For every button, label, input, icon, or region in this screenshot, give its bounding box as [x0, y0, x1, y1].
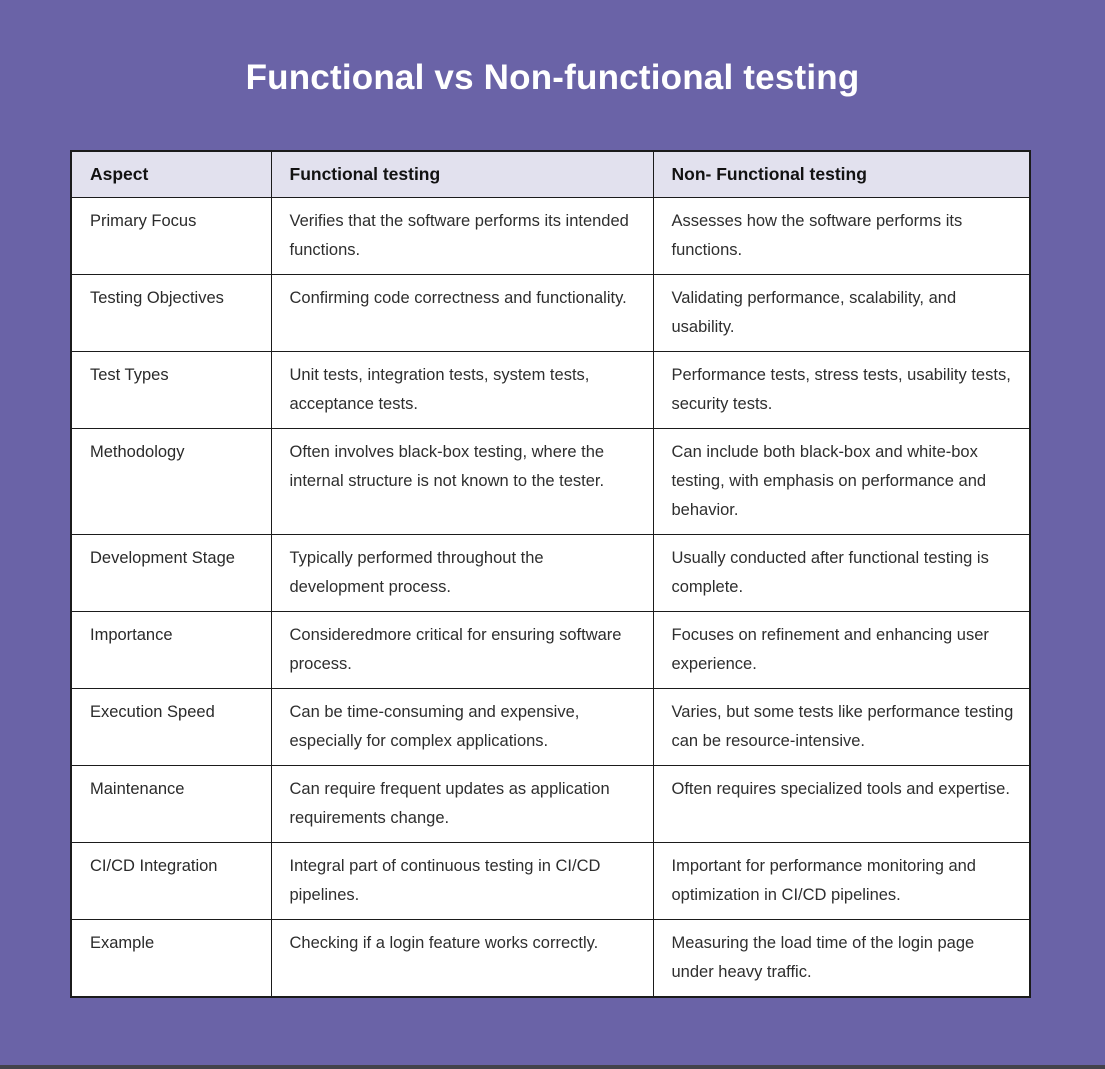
table-row: Importance Consideredmore critical for e…	[70, 611, 1031, 689]
functional-testing-cell: Integral part of continuous testing in C…	[270, 842, 654, 920]
table-row: Primary Focus Verifies that the software…	[70, 197, 1031, 275]
aspect-cell: Example	[70, 919, 272, 998]
aspect-cell: Execution Speed	[70, 688, 272, 766]
functional-testing-cell: Verifies that the software performs its …	[270, 197, 654, 275]
functional-testing-cell: Consideredmore critical for ensuring sof…	[270, 611, 654, 689]
table-row: Execution Speed Can be time-consuming an…	[70, 688, 1031, 766]
column-header-functional-testing: Functional testing	[270, 150, 654, 198]
aspect-cell: Methodology	[70, 428, 272, 535]
column-header-aspect: Aspect	[70, 150, 272, 198]
functional-testing-cell: Checking if a login feature works correc…	[270, 919, 654, 998]
non-functional-testing-cell: Important for performance monitoring and…	[652, 842, 1031, 920]
table-row: Maintenance Can require frequent updates…	[70, 765, 1031, 843]
non-functional-testing-cell: Usually conducted after functional testi…	[652, 534, 1031, 612]
aspect-cell: Development Stage	[70, 534, 272, 612]
aspect-cell: CI/CD Integration	[70, 842, 272, 920]
non-functional-testing-cell: Assesses how the software performs its f…	[652, 197, 1031, 275]
table-row: Example Checking if a login feature work…	[70, 919, 1031, 998]
functional-testing-cell: Can require frequent updates as applicat…	[270, 765, 654, 843]
non-functional-testing-cell: Varies, but some tests like performance …	[652, 688, 1031, 766]
aspect-cell: Testing Objectives	[70, 274, 272, 352]
comparison-table: Aspect Functional testing Non- Functiona…	[70, 150, 1031, 998]
table-row: Testing Objectives Confirming code corre…	[70, 274, 1031, 352]
non-functional-testing-cell: Measuring the load time of the login pag…	[652, 919, 1031, 998]
non-functional-testing-cell: Validating performance, scalability, and…	[652, 274, 1031, 352]
non-functional-testing-cell: Often requires specialized tools and exp…	[652, 765, 1031, 843]
functional-testing-cell: Typically performed throughout the devel…	[270, 534, 654, 612]
aspect-cell: Test Types	[70, 351, 272, 429]
table-body: Primary Focus Verifies that the software…	[70, 197, 1031, 998]
non-functional-testing-cell: Performance tests, stress tests, usabili…	[652, 351, 1031, 429]
table-row: Test Types Unit tests, integration tests…	[70, 351, 1031, 429]
table-row: CI/CD Integration Integral part of conti…	[70, 842, 1031, 920]
column-header-non-functional-testing: Non- Functional testing	[652, 150, 1031, 198]
page-title: Functional vs Non-functional testing	[245, 58, 860, 97]
table-row: Methodology Often involves black-box tes…	[70, 428, 1031, 535]
aspect-cell: Maintenance	[70, 765, 272, 843]
table-header-row: Aspect Functional testing Non- Functiona…	[70, 150, 1031, 198]
functional-testing-cell: Can be time-consuming and expensive, esp…	[270, 688, 654, 766]
aspect-cell: Primary Focus	[70, 197, 272, 275]
aspect-cell: Importance	[70, 611, 272, 689]
non-functional-testing-cell: Can include both black-box and white-box…	[652, 428, 1031, 535]
bottom-edge-bar	[0, 1065, 1105, 1069]
table-row: Development Stage Typically performed th…	[70, 534, 1031, 612]
functional-testing-cell: Unit tests, integration tests, system te…	[270, 351, 654, 429]
non-functional-testing-cell: Focuses on refinement and enhancing user…	[652, 611, 1031, 689]
functional-testing-cell: Often involves black-box testing, where …	[270, 428, 654, 535]
functional-testing-cell: Confirming code correctness and function…	[270, 274, 654, 352]
